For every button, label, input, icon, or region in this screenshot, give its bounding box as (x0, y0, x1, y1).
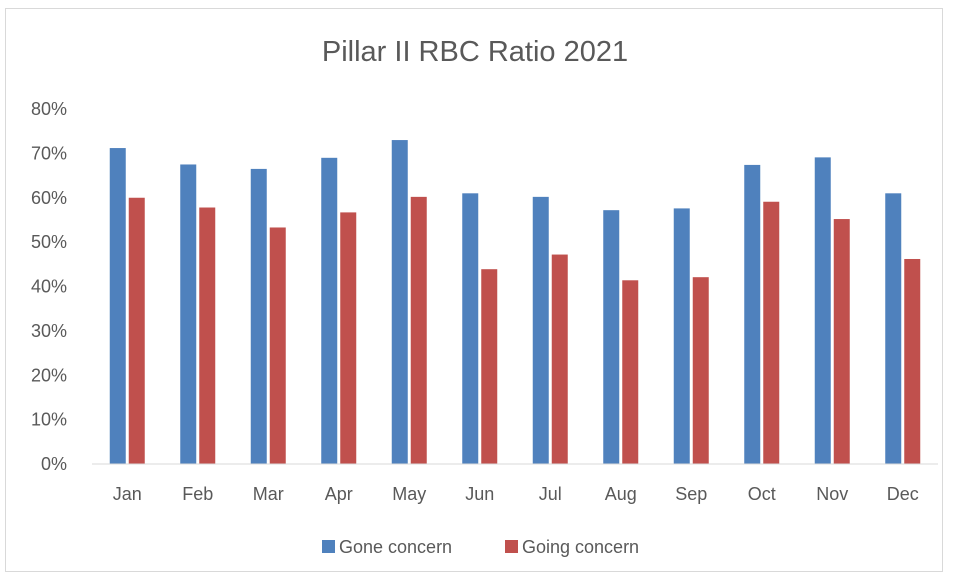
bar-gone-concern-jul (532, 196, 549, 465)
legend-swatch-going-concern (505, 540, 518, 553)
x-axis-ticks: Jan Feb Mar Apr May Jun Jul Aug Sep Oct Nov Dec (113, 484, 919, 504)
bar-gone-concern-aug (603, 210, 620, 464)
x-tick-label: Apr (325, 484, 353, 504)
y-tick-label: 60% (31, 188, 67, 208)
bar-going-concern-feb (199, 207, 216, 464)
legend-label: Going concern (522, 537, 639, 557)
x-tick-label: Jan (113, 484, 142, 504)
legend-label: Gone concern (339, 537, 452, 557)
bar-going-concern-jan (128, 197, 145, 464)
bar-gone-concern-mar (250, 168, 267, 464)
bar-going-concern-dec (904, 258, 921, 464)
x-tick-label: Jul (539, 484, 562, 504)
legend: Gone concern Going concern (322, 537, 639, 557)
bar-going-concern-nov (833, 219, 850, 464)
bar-gone-concern-oct (744, 164, 761, 464)
bar-going-concern-aug (622, 280, 639, 464)
y-tick-label: 30% (31, 321, 67, 341)
bar-gone-concern-nov (814, 157, 831, 464)
bar-going-concern-apr (340, 212, 357, 464)
bar-gone-concern-feb (180, 164, 197, 464)
y-tick-label: 50% (31, 232, 67, 252)
x-tick-label: Oct (748, 484, 776, 504)
bar-gone-concern-may (391, 140, 408, 464)
bar-going-concern-sep (692, 277, 709, 464)
y-tick-label: 10% (31, 410, 67, 430)
bar-gone-concern-dec (885, 193, 902, 464)
x-tick-label: Mar (253, 484, 284, 504)
y-tick-label: 0% (41, 454, 67, 474)
y-tick-label: 40% (31, 277, 67, 297)
x-tick-label: Jun (465, 484, 494, 504)
x-tick-label: May (392, 484, 426, 504)
bar-gone-concern-jun (462, 193, 479, 464)
y-tick-label: 70% (31, 143, 67, 163)
bar-gone-concern-apr (321, 157, 338, 464)
x-tick-label: Feb (182, 484, 213, 504)
y-tick-label: 20% (31, 365, 67, 385)
chart-title: Pillar II RBC Ratio 2021 (322, 36, 628, 68)
bar-going-concern-may (410, 196, 427, 465)
bar-going-concern-jun (481, 269, 498, 464)
bar-gone-concern-jan (109, 148, 126, 465)
x-tick-label: Aug (605, 484, 637, 504)
bar-going-concern-oct (763, 201, 780, 464)
bars (109, 140, 921, 465)
x-tick-label: Nov (816, 484, 848, 504)
y-tick-label: 80% (31, 99, 67, 119)
legend-swatch-gone-concern (322, 540, 335, 553)
x-tick-label: Sep (675, 484, 707, 504)
bar-going-concern-mar (269, 227, 286, 464)
bar-gone-concern-sep (673, 208, 690, 464)
bar-going-concern-jul (551, 254, 568, 464)
x-tick-label: Dec (887, 484, 919, 504)
y-axis-ticks: 0% 10% 20% 30% 40% 50% 60% 70% 80% (31, 99, 67, 474)
